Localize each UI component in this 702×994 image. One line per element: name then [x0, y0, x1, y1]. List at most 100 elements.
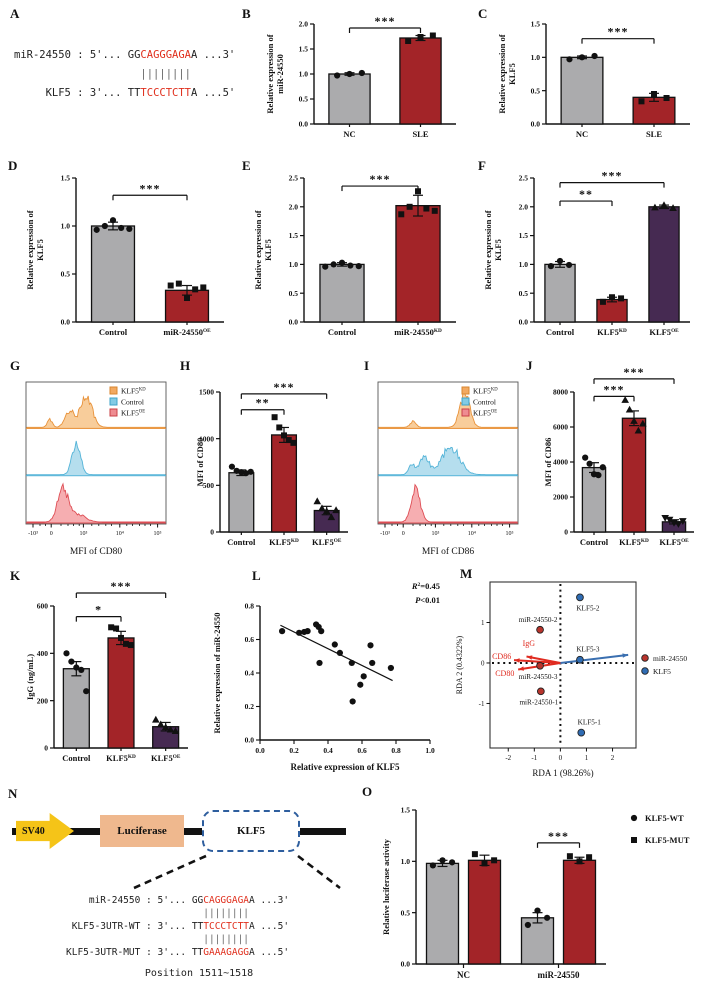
svg-text:KLF5: KLF5	[493, 239, 503, 261]
svg-text:0.0: 0.0	[245, 736, 255, 745]
histogram-curve-blue	[26, 440, 166, 477]
legend: KLF5KD Control KLF5OE	[109, 386, 146, 418]
histogram-curve-pink	[26, 482, 166, 524]
bar	[425, 862, 460, 965]
data-points	[582, 454, 606, 479]
svg-text:Relative expression of: Relative expression of	[25, 210, 35, 289]
svg-text:0.6: 0.6	[357, 746, 367, 755]
data-points	[167, 280, 207, 301]
svg-text:1.0: 1.0	[61, 222, 71, 231]
svg-text:2.0: 2.0	[519, 202, 529, 211]
svg-text:0: 0	[559, 754, 563, 762]
cd86-mfi-chart: 0 2000 4000 6000 8000 MFI of CD86 Control KLF5K…	[543, 366, 694, 547]
scatter-points	[279, 621, 394, 705]
svg-text:2.5: 2.5	[519, 174, 529, 183]
data-points	[638, 91, 670, 105]
svg-text:miR-24550-3: miR-24550-3	[519, 673, 558, 681]
bar	[328, 73, 371, 125]
svg-text:1: 1	[481, 619, 485, 627]
svg-text:IgG: IgG	[523, 639, 536, 648]
svg-text:***: ***	[602, 169, 623, 183]
svg-text:SLE: SLE	[412, 129, 428, 139]
bar	[107, 637, 135, 749]
svg-text:Relative expression of miR-245: Relative expression of miR-24550	[212, 613, 222, 734]
histogram-curve-orange	[378, 390, 518, 429]
data-points	[566, 853, 593, 865]
svg-text:miR-24550OE: miR-24550OE	[163, 327, 211, 337]
data-points	[524, 907, 551, 929]
svg-text:0: 0	[44, 744, 48, 753]
bar	[621, 417, 647, 533]
svg-text:1000: 1000	[199, 434, 214, 443]
svg-text:1.0: 1.0	[401, 857, 411, 866]
panel-g: G KLF5KD Control KLF5OE -10³ 0 10³ 10⁴ 10⁵ MFI o…	[4, 356, 174, 564]
histogram-curve-orange	[26, 395, 166, 429]
svg-text:0.0: 0.0	[289, 318, 299, 327]
svg-text:***: ***	[624, 366, 645, 379]
svg-text:0: 0	[210, 528, 214, 537]
panel-m: M -2 -1 0 1 2 -1 0 1 RDA 2 (0.4322%) RDA 1 (98.26…	[448, 566, 702, 784]
svg-text:0.0: 0.0	[401, 960, 411, 969]
svg-text:MFI of CD86: MFI of CD86	[422, 546, 475, 557]
svg-text:10⁴: 10⁴	[116, 531, 124, 537]
svg-text:10⁴: 10⁴	[468, 531, 476, 537]
svg-text:R2=0.45: R2=0.45	[411, 581, 440, 591]
bar	[395, 204, 441, 323]
svg-text:Control: Control	[328, 327, 357, 337]
svg-text:0.8: 0.8	[245, 602, 255, 611]
svg-text:1.5: 1.5	[519, 231, 529, 240]
zoom-connector-lines	[133, 854, 341, 890]
svg-text:10⁵: 10⁵	[506, 531, 514, 537]
sequence-row: miR-24550 : 5'... GGCAGGGAGAA ...3'	[88, 895, 290, 906]
svg-text:KLF5KD: KLF5KD	[597, 327, 627, 337]
svg-text:IgG (ng/mL): IgG (ng/mL)	[25, 654, 35, 700]
bar	[562, 859, 597, 965]
data-points	[334, 69, 365, 79]
svg-text:0.2: 0.2	[245, 702, 255, 711]
panel-n-label: N	[8, 786, 18, 801]
svg-text:***: ***	[370, 172, 391, 186]
svg-text:miR-24550: miR-24550	[653, 654, 687, 663]
panel-k: K 0 200 400 600 IgG (ng/mL) Control KLF5KD KLF5…	[4, 566, 200, 780]
svg-text:0.0: 0.0	[61, 318, 71, 327]
svg-text:4000: 4000	[553, 458, 568, 467]
svg-text:KLF5OE: KLF5OE	[649, 327, 679, 337]
svg-text:1.5: 1.5	[531, 20, 541, 29]
svg-text:-1: -1	[531, 754, 537, 762]
data-points	[63, 650, 90, 695]
svg-text:MFI of CD80: MFI of CD80	[70, 546, 123, 557]
svg-text:miR-24550: miR-24550	[538, 970, 580, 980]
bar	[90, 225, 136, 323]
legend: KLF5-WT KLF5-MUT	[630, 813, 690, 845]
panel-o: O 0.0 0.5 1.0 1.5 Relative luciferase activi…	[358, 784, 702, 992]
svg-text:8000: 8000	[553, 388, 568, 397]
igg-chart: 0 200 400 600 IgG (ng/mL) Control KLF5KD KLF5OE…	[25, 579, 188, 763]
panel-a: A miR-24550 : 5'... GGCAGGGAGAA ...3' ||…	[6, 2, 240, 150]
svg-text:0.6: 0.6	[245, 635, 255, 644]
svg-text:10³: 10³	[79, 531, 87, 537]
svg-text:1.0: 1.0	[519, 260, 529, 269]
histogram-curve-blue	[378, 446, 518, 477]
luciferase-activity-chart: 0.0 0.5 1.0 1.5 Relative luciferase activity…	[381, 806, 690, 980]
svg-text:1.5: 1.5	[299, 45, 309, 54]
svg-text:KLF5-1: KLF5-1	[578, 719, 602, 727]
svg-text:KLF5KD: KLF5KD	[121, 387, 146, 396]
svg-text:0.5: 0.5	[289, 289, 299, 298]
cd80-mfi-chart: 0 500 1000 1500 MFI of CD80 Control KLF5KD KLF5…	[195, 380, 348, 547]
svg-text:2.0: 2.0	[299, 20, 309, 29]
panel-i-label: I	[364, 358, 370, 373]
svg-text:0.0: 0.0	[531, 120, 541, 129]
mir24550-expression-chart: 0.0 0.5 1.0 1.5 2.0 Relative expression of miR…	[265, 14, 456, 139]
svg-text:0.0: 0.0	[299, 120, 309, 129]
luciferase-box: Luciferase	[100, 815, 184, 847]
svg-text:***: ***	[375, 14, 396, 28]
data-points	[398, 188, 438, 218]
svg-text:KLF5: KLF5	[653, 667, 671, 676]
svg-text:RDA 1 (98.26%): RDA 1 (98.26%)	[532, 768, 593, 778]
bar	[544, 263, 576, 323]
panel-f: F 0.0 0.5 1.0 1.5 2.0 2.5 Relative expression …	[470, 152, 702, 354]
data-points	[152, 715, 180, 734]
panel-c: C 0.0 0.5 1.0 1.5 Relative expression of KLF5…	[470, 2, 702, 150]
panel-b-label: B	[242, 6, 251, 21]
